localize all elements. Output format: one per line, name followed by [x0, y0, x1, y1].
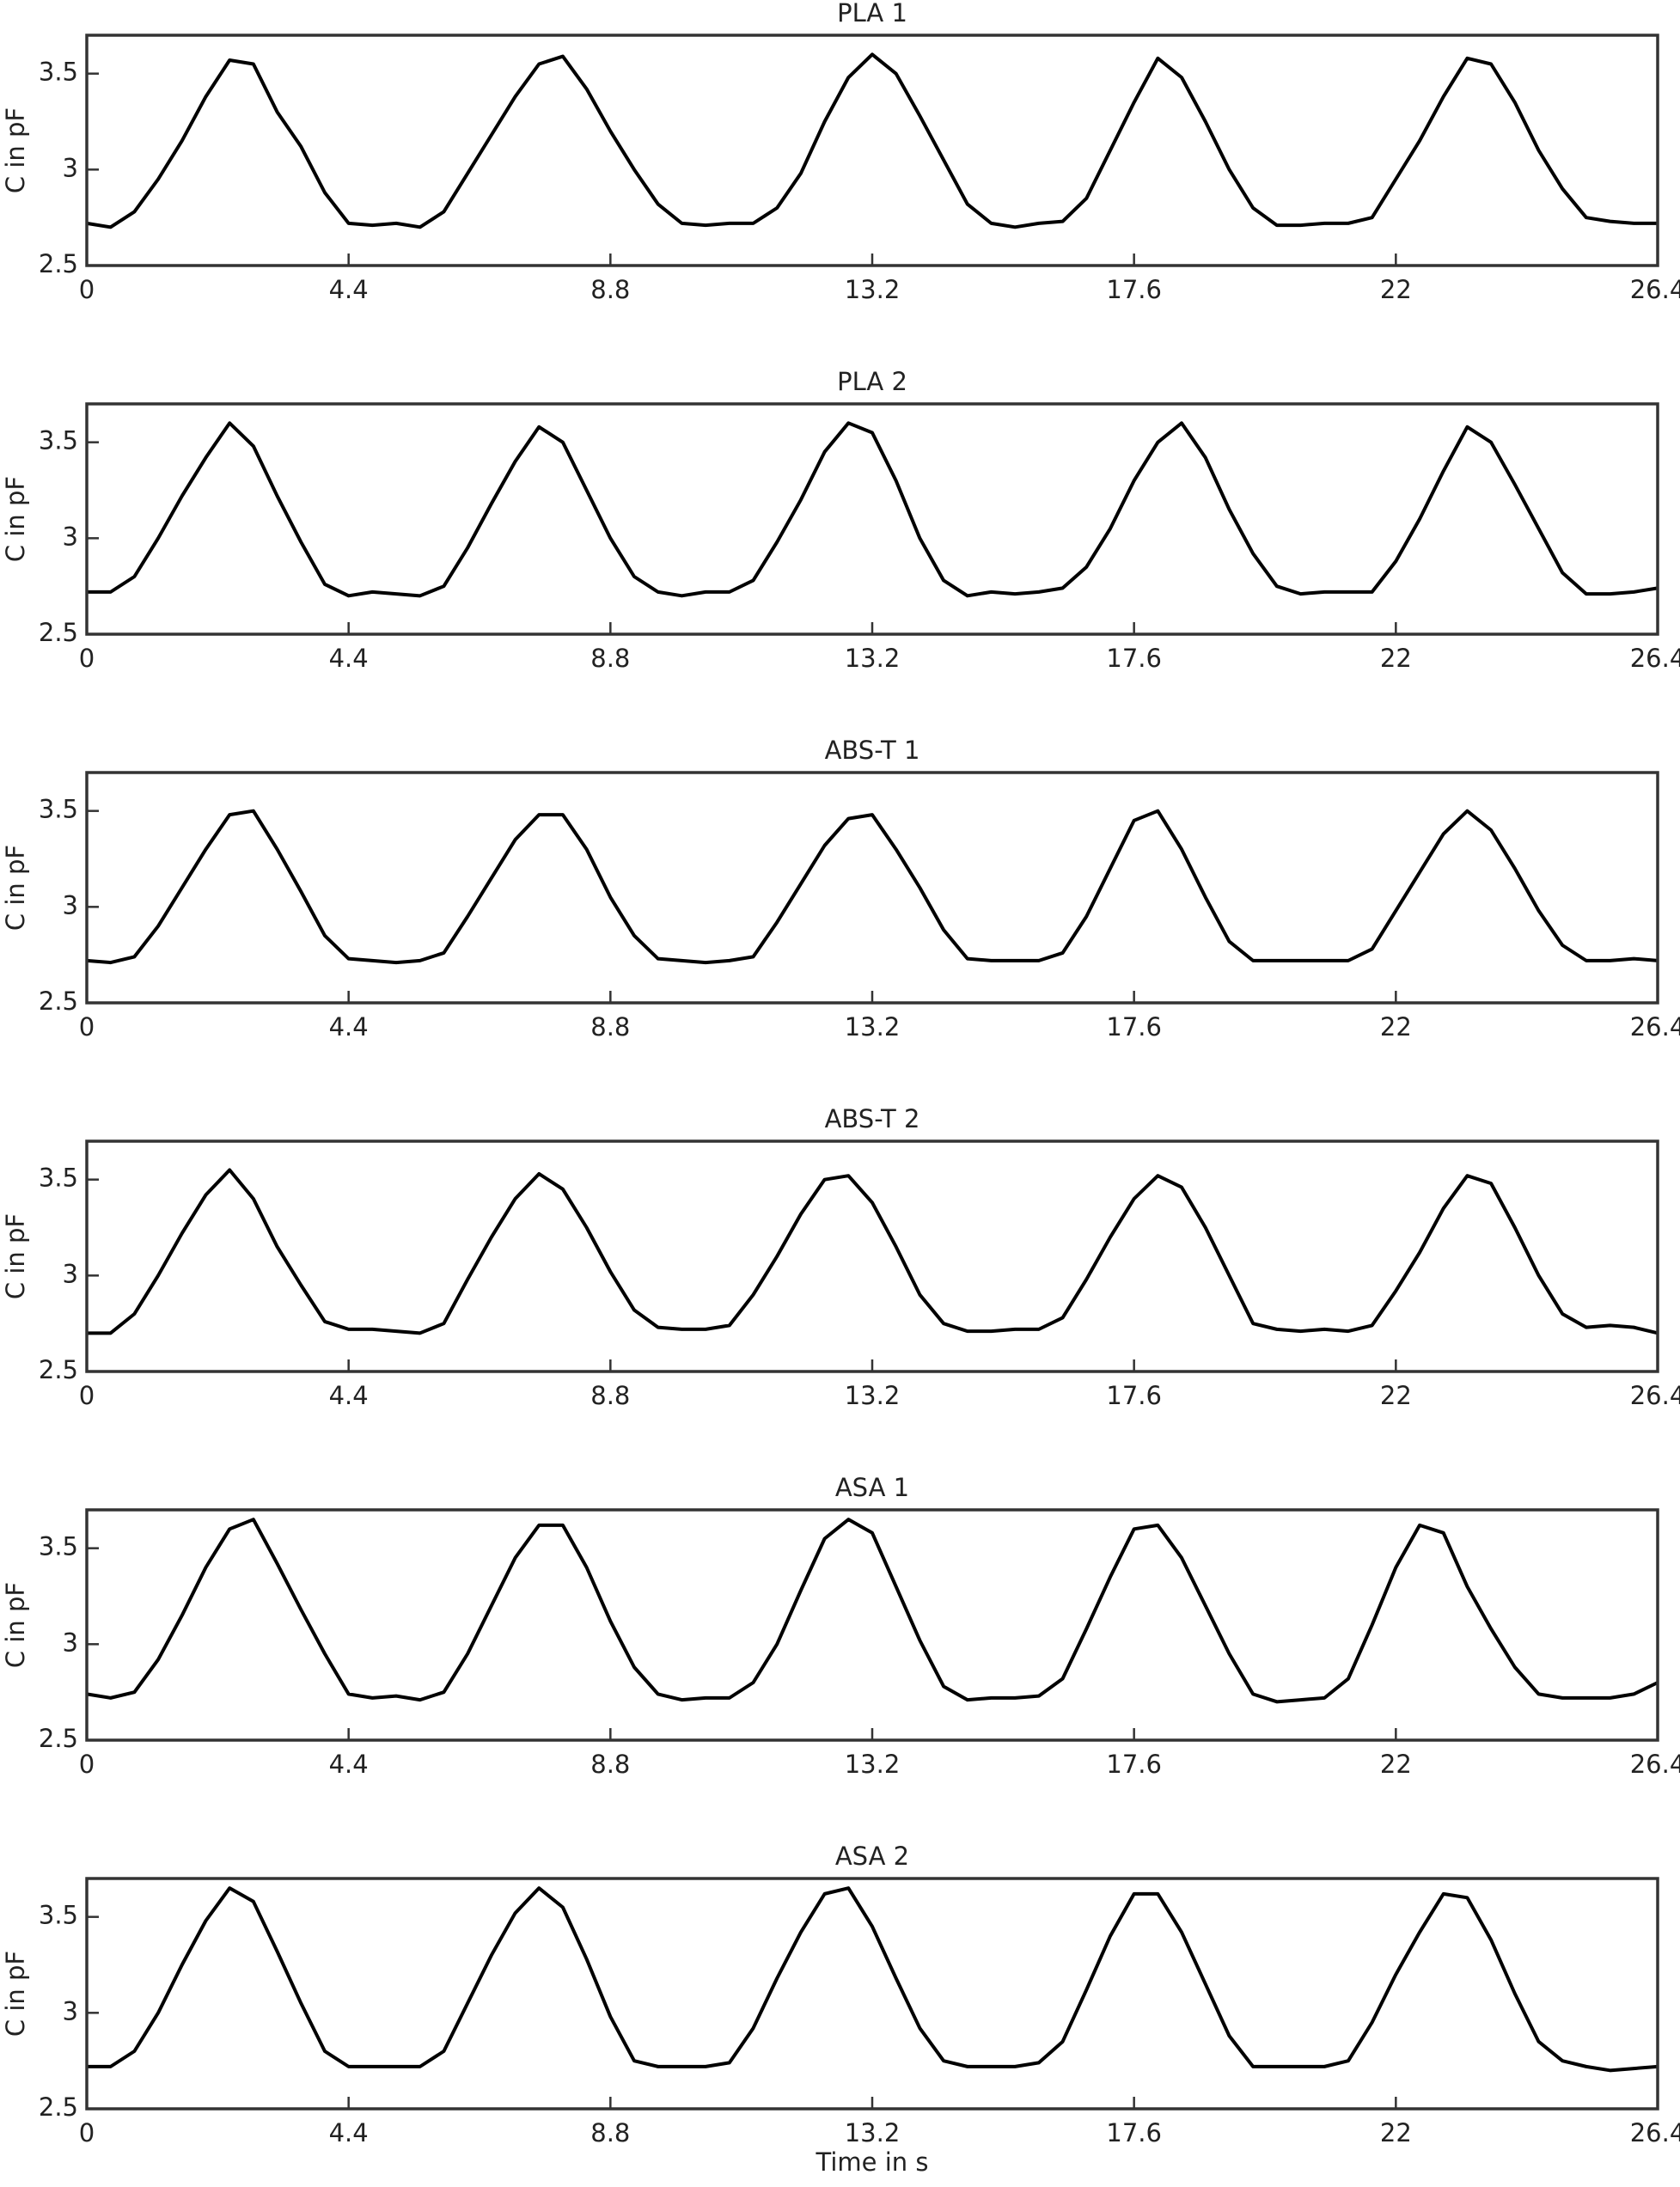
y-axis-label: C in pF — [1, 476, 30, 562]
data-line — [87, 421, 1659, 598]
x-tick-label: 26.4 — [1630, 1381, 1680, 1410]
x-tick-label: 13.2 — [845, 275, 901, 304]
data-line — [86, 1518, 1659, 1704]
x-tick-label: 22 — [1380, 1012, 1412, 1042]
y-tick-label: 3.5 — [39, 58, 78, 87]
x-tick-label: 13.2 — [845, 644, 901, 673]
y-tick-label: 3.5 — [39, 795, 78, 824]
x-tick-label: 8.8 — [590, 1750, 630, 1779]
plot-frame — [85, 34, 1659, 267]
x-tick-label: 13.2 — [845, 2118, 901, 2147]
x-tick-label: 22 — [1380, 644, 1412, 673]
y-tick-label: 3.5 — [39, 426, 78, 455]
y-axis-label: C in pF — [1, 107, 30, 193]
x-tick-label: 4.4 — [329, 1381, 369, 1410]
x-tick-label: 22 — [1380, 2118, 1412, 2147]
x-tick-label: 8.8 — [590, 1012, 630, 1042]
x-tick-label: 4.4 — [329, 2118, 369, 2147]
y-tick-label: 3.5 — [39, 1164, 78, 1193]
x-tick-label: 0 — [79, 1012, 95, 1042]
x-tick-label: 4.4 — [329, 1012, 369, 1042]
y-tick-label: 3 — [63, 1996, 78, 2025]
x-tick-label: 26.4 — [1630, 1012, 1680, 1042]
x-tick-label: 17.6 — [1106, 1750, 1162, 1779]
x-tick-label: 0 — [79, 1750, 95, 1779]
x-tick-label: 8.8 — [590, 1381, 630, 1410]
y-axis-label: C in pF — [1, 1951, 30, 2037]
x-tick-label: 26.4 — [1630, 275, 1680, 304]
plot-frame — [85, 1139, 1659, 1373]
plot-frame — [85, 771, 1659, 1005]
x-tick-label: 0 — [79, 2118, 95, 2147]
plot-frame — [85, 402, 1659, 636]
x-axis-label: Time in s — [816, 2147, 929, 2177]
x-tick-label: 22 — [1380, 275, 1412, 304]
x-tick-label: 26.4 — [1630, 644, 1680, 673]
data-line — [86, 52, 1658, 229]
x-tick-label: 4.4 — [329, 275, 369, 304]
y-tick-label: 2.5 — [39, 249, 78, 278]
x-tick-label: 0 — [79, 275, 95, 304]
x-tick-label: 13.2 — [845, 1750, 901, 1779]
chart-title: PLA 2 — [837, 367, 907, 396]
x-tick-label: 0 — [79, 644, 95, 673]
x-tick-label: 8.8 — [590, 275, 630, 304]
x-tick-label: 13.2 — [845, 1381, 901, 1410]
x-tick-label: 26.4 — [1630, 2118, 1680, 2147]
data-line — [86, 809, 1659, 965]
y-tick-label: 2.5 — [39, 2092, 78, 2122]
data-line — [87, 1168, 1659, 1335]
x-tick-label: 17.6 — [1106, 275, 1162, 304]
y-axis-label: C in pF — [1, 1213, 30, 1299]
x-tick-label: 22 — [1380, 1381, 1412, 1410]
y-tick-label: 3.5 — [39, 1901, 78, 1930]
x-tick-label: 8.8 — [590, 644, 630, 673]
x-tick-label: 22 — [1380, 1750, 1412, 1779]
x-tick-label: 26.4 — [1630, 1750, 1680, 1779]
y-tick-label: 3 — [63, 890, 78, 919]
data-line — [87, 1886, 1659, 2073]
y-tick-label: 2.5 — [39, 987, 78, 1016]
y-tick-label: 3 — [63, 1259, 78, 1288]
y-tick-label: 3 — [63, 153, 78, 182]
y-tick-label: 3.5 — [39, 1532, 78, 1561]
y-tick-label: 3 — [63, 1628, 78, 1657]
plot-frame — [85, 1877, 1659, 2111]
plot-frame — [85, 1508, 1659, 1742]
y-tick-label: 2.5 — [39, 1724, 78, 1753]
x-tick-label: 17.6 — [1106, 644, 1162, 673]
y-tick-label: 3 — [63, 522, 78, 551]
y-axis-label: C in pF — [1, 845, 30, 931]
x-tick-label: 17.6 — [1106, 1381, 1162, 1410]
x-tick-label: 13.2 — [845, 1012, 901, 1042]
x-tick-label: 17.6 — [1106, 1012, 1162, 1042]
x-tick-label: 0 — [79, 1381, 95, 1410]
y-tick-label: 2.5 — [39, 618, 78, 647]
x-tick-label: 4.4 — [329, 1750, 369, 1779]
chart-title: PLA 1 — [837, 0, 907, 27]
y-axis-label: C in pF — [1, 1582, 30, 1668]
x-tick-label: 4.4 — [329, 644, 369, 673]
y-tick-label: 2.5 — [39, 1355, 78, 1384]
x-tick-label: 8.8 — [590, 2118, 630, 2147]
chart-title: ASA 1 — [835, 1473, 909, 1502]
chart-title: ABS-T 2 — [825, 1104, 920, 1133]
x-tick-label: 17.6 — [1106, 2118, 1162, 2147]
chart-title: ASA 2 — [835, 1842, 909, 1871]
chart-title: ABS-T 1 — [825, 736, 920, 765]
